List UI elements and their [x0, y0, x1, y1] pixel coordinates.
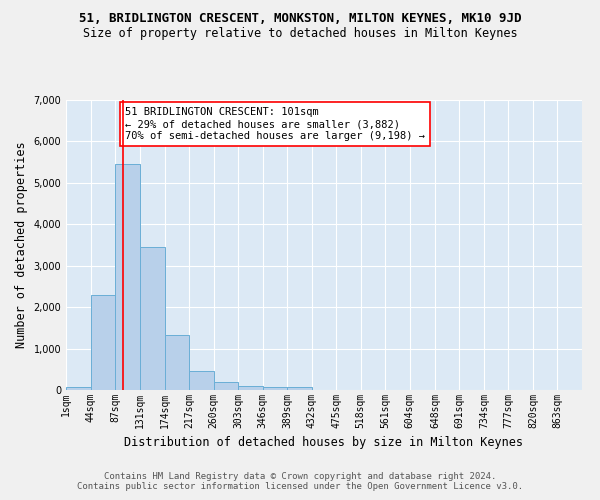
- Bar: [91, 294, 115, 390]
- Bar: [115, 164, 140, 390]
- Text: 51, BRIDLINGTON CRESCENT, MONKSTON, MILTON KEYNES, MK10 9JD: 51, BRIDLINGTON CRESCENT, MONKSTON, MILT…: [79, 12, 521, 26]
- Bar: [263, 388, 287, 390]
- Bar: [189, 371, 214, 390]
- Bar: [164, 335, 189, 390]
- Bar: [214, 382, 238, 390]
- Y-axis label: Number of detached properties: Number of detached properties: [15, 142, 28, 348]
- Text: Size of property relative to detached houses in Milton Keynes: Size of property relative to detached ho…: [83, 28, 517, 40]
- Text: 51 BRIDLINGTON CRESCENT: 101sqm
← 29% of detached houses are smaller (3,882)
70%: 51 BRIDLINGTON CRESCENT: 101sqm ← 29% of…: [125, 108, 425, 140]
- Text: Contains HM Land Registry data © Crown copyright and database right 2024.: Contains HM Land Registry data © Crown c…: [104, 472, 496, 481]
- X-axis label: Distribution of detached houses by size in Milton Keynes: Distribution of detached houses by size …: [125, 436, 523, 450]
- Bar: [140, 247, 164, 390]
- Text: Contains public sector information licensed under the Open Government Licence v3: Contains public sector information licen…: [77, 482, 523, 491]
- Bar: [66, 387, 91, 390]
- Bar: [287, 388, 312, 390]
- Bar: [238, 386, 263, 390]
